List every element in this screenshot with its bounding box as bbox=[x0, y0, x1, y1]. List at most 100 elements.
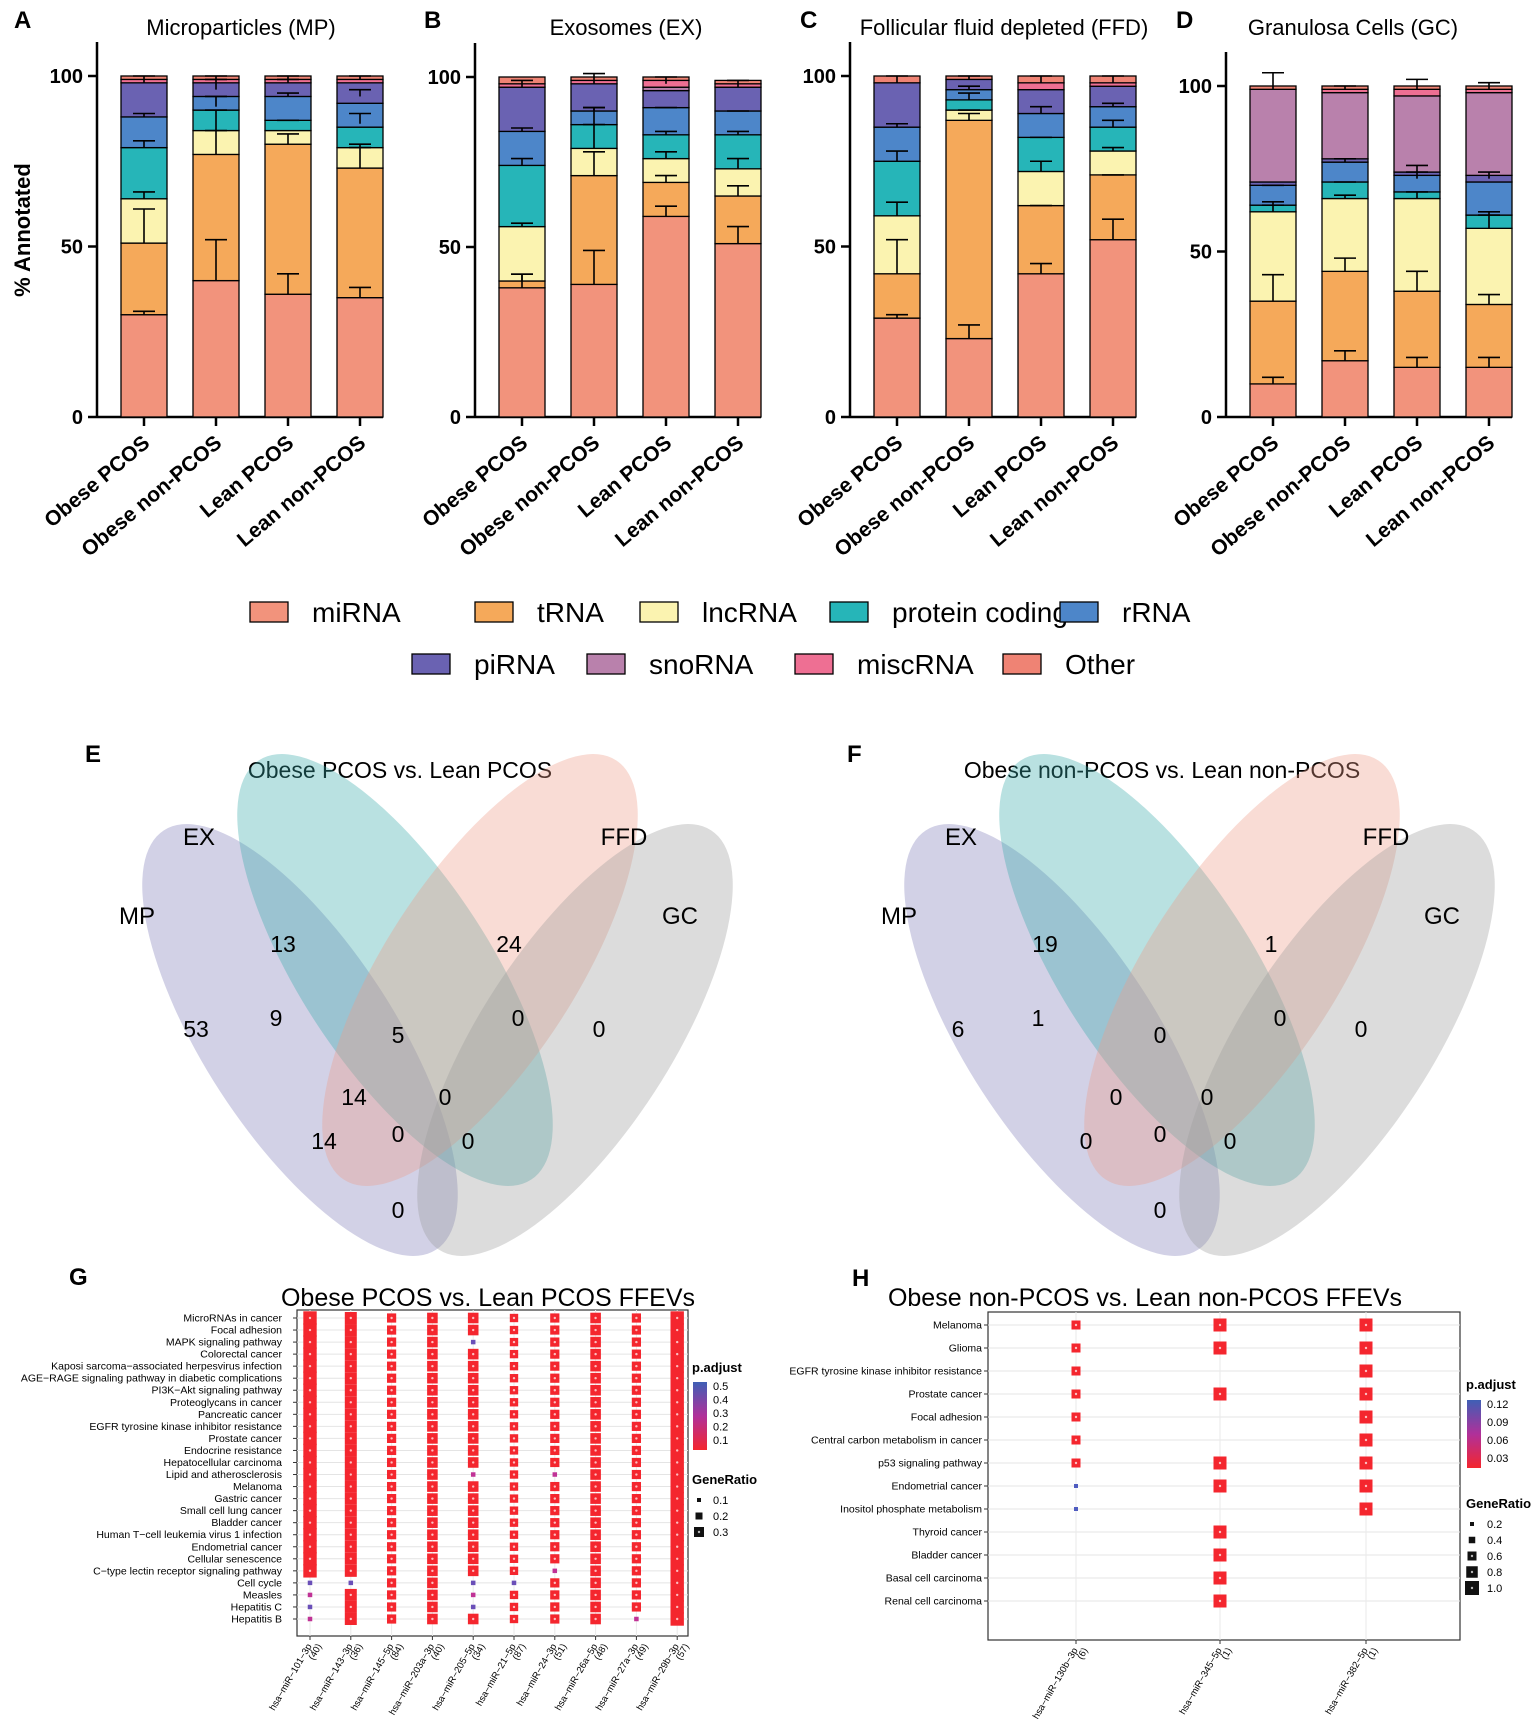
dot-speckle bbox=[390, 1377, 393, 1380]
dot-speckle bbox=[472, 1461, 475, 1464]
dot-speckle bbox=[308, 1485, 312, 1488]
dot-speckle bbox=[594, 1617, 597, 1621]
dot-speckle bbox=[676, 1473, 679, 1476]
dot-speckle bbox=[676, 1581, 679, 1585]
dot-speckle bbox=[553, 1437, 556, 1440]
dot-speckle bbox=[1470, 1586, 1474, 1590]
bar-segment-miscrna bbox=[1017, 82, 1065, 91]
dot-speckle bbox=[472, 1545, 475, 1548]
plot-frame bbox=[296, 1309, 689, 1637]
dot-speckle bbox=[1218, 1346, 1222, 1350]
dot-speckle bbox=[594, 1473, 597, 1476]
x-tick-label: Lean non-PCOS bbox=[986, 431, 1123, 551]
bar-segment-trna bbox=[120, 242, 168, 316]
row-label: Bladder cancer bbox=[911, 1550, 982, 1562]
venn-count: 0 bbox=[462, 1128, 475, 1154]
dot-speckle bbox=[553, 1425, 556, 1428]
bar-segment-rrna bbox=[1321, 161, 1369, 183]
venn-count: 0 bbox=[392, 1197, 405, 1223]
row-label: Cell cycle bbox=[237, 1577, 282, 1589]
dot-speckle bbox=[676, 1569, 679, 1573]
dot-speckle bbox=[676, 1449, 679, 1452]
venn-count: 0 bbox=[512, 1005, 525, 1031]
legend-item-rrna: rRNA bbox=[1059, 597, 1191, 628]
dot-speckle bbox=[472, 1352, 475, 1356]
dot-speckle bbox=[635, 1401, 638, 1404]
row-label: MAPK signaling pathway bbox=[166, 1337, 283, 1349]
dot bbox=[307, 1616, 313, 1622]
row-label: Cellular senescence bbox=[187, 1553, 282, 1565]
venn-panels: E Obese PCOS vs. Lean PCOS MP EX FFD GC 13 24 53… bbox=[85, 741, 1495, 1256]
legend-label: lncRNA bbox=[702, 597, 797, 628]
dot-speckle bbox=[512, 1545, 516, 1548]
dot-speckle bbox=[676, 1328, 679, 1332]
row-label: Small cell lung cancer bbox=[180, 1505, 283, 1517]
dot-speckle bbox=[594, 1389, 597, 1392]
dot-speckle bbox=[349, 1605, 352, 1609]
dot-speckle bbox=[431, 1413, 434, 1416]
legend-swatch bbox=[474, 601, 514, 623]
dot-speckle bbox=[1218, 1323, 1222, 1327]
dot-speckle bbox=[1218, 1599, 1222, 1603]
dot-speckle bbox=[594, 1545, 597, 1548]
dot-speckle bbox=[553, 1328, 556, 1332]
bar-segment-mirna bbox=[120, 314, 168, 418]
venn-count: 0 bbox=[439, 1084, 452, 1110]
dot-speckle bbox=[349, 1617, 352, 1621]
row-label: Kaposi sarcoma−associated herpesvirus in… bbox=[51, 1361, 282, 1373]
row-label: Bladder cancer bbox=[211, 1517, 282, 1529]
dot-speckle bbox=[349, 1545, 352, 1548]
dot-speckle bbox=[1218, 1553, 1222, 1557]
row-label: Human T−cell leukemia virus 1 infection bbox=[96, 1529, 282, 1541]
color-tick-label: 0.09 bbox=[1487, 1417, 1508, 1429]
dot-speckle bbox=[635, 1485, 638, 1488]
dot-speckle bbox=[553, 1352, 556, 1356]
dot-speckle bbox=[1218, 1392, 1222, 1396]
dot-speckle bbox=[676, 1521, 679, 1524]
dot-speckle bbox=[308, 1401, 312, 1404]
legend-label: piRNA bbox=[474, 649, 555, 680]
bar-segment-rrna bbox=[1465, 181, 1513, 216]
row-label: Renal cell carcinoma bbox=[885, 1596, 983, 1608]
panel-letter: C bbox=[800, 7, 817, 34]
dot-speckle bbox=[390, 1389, 393, 1392]
legend-label: Other bbox=[1065, 649, 1135, 680]
row-label: Colorectal cancer bbox=[200, 1349, 282, 1361]
dot-speckle bbox=[512, 1413, 516, 1416]
y-tick-label: 50 bbox=[814, 237, 836, 259]
dot-speckle bbox=[349, 1437, 352, 1440]
dot-speckle bbox=[512, 1497, 516, 1500]
dot-speckle bbox=[594, 1509, 597, 1512]
bar-segment-mirna bbox=[873, 317, 921, 418]
bar-segment-trna bbox=[1321, 270, 1369, 362]
venn-set-label: MP bbox=[881, 903, 917, 930]
dot-speckle bbox=[676, 1593, 679, 1597]
column-count: (1) bbox=[1365, 1646, 1380, 1662]
dot-speckle bbox=[472, 1569, 475, 1573]
legend-title: GeneRatio bbox=[692, 1472, 757, 1487]
dot-speckle bbox=[512, 1437, 516, 1440]
size-tick-label: 0.4 bbox=[1487, 1535, 1502, 1547]
dot-speckle bbox=[512, 1557, 516, 1561]
legend-label: protein coding bbox=[892, 597, 1068, 628]
bar-segment-pirna bbox=[498, 86, 546, 133]
dot-speckle bbox=[635, 1364, 638, 1368]
row-label: MicroRNAs in cancer bbox=[183, 1313, 282, 1325]
bar-segment-mirna bbox=[714, 242, 762, 418]
dot-speckle bbox=[553, 1413, 556, 1416]
plot-frame bbox=[987, 1311, 1461, 1641]
row-label: Focal adhesion bbox=[211, 1325, 282, 1337]
dot-speckle bbox=[594, 1413, 597, 1416]
legend-label: miRNA bbox=[312, 597, 401, 628]
venn-count: 0 bbox=[1154, 1022, 1167, 1048]
row-label: Glioma bbox=[949, 1343, 982, 1355]
dot-speckle bbox=[512, 1473, 516, 1476]
dot-speckle bbox=[472, 1617, 475, 1621]
row-label: EGFR tyrosine kinase inhibitor resistanc… bbox=[89, 1421, 282, 1433]
venn-count: 6 bbox=[952, 1016, 965, 1042]
dot-speckle bbox=[512, 1352, 516, 1356]
color-tick-label: 0.1 bbox=[713, 1435, 728, 1447]
